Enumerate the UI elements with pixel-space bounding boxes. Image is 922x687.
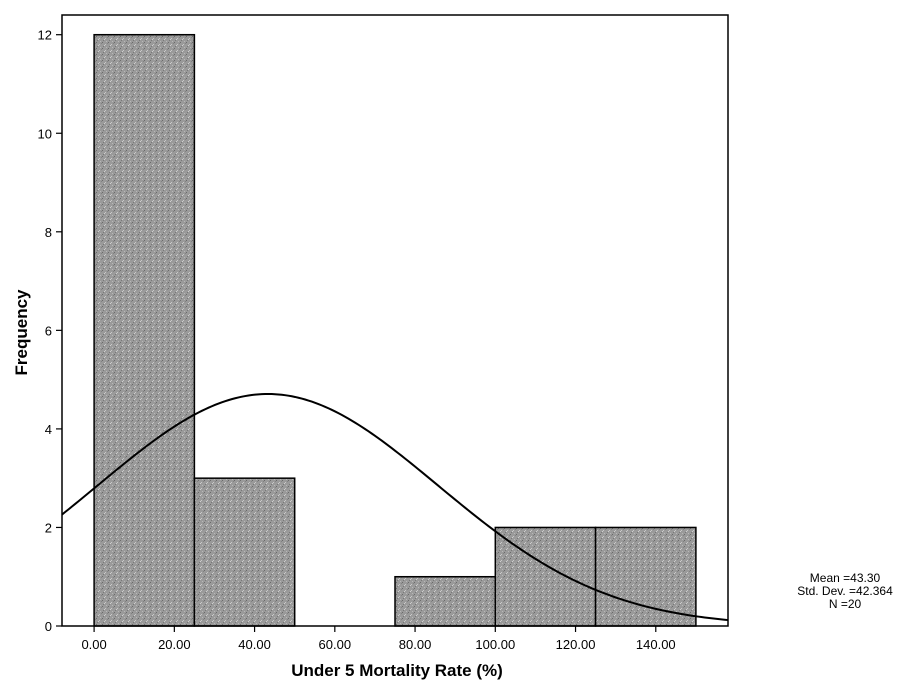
- y-tick-label: 2: [45, 520, 52, 535]
- y-tick-label: 10: [38, 126, 52, 141]
- x-axis: 0.00 20.00 40.00 60.00 80.00 100.00 120.00 140.…: [81, 626, 676, 652]
- histogram-bar: [594, 526, 697, 627]
- x-tick-label: 100.00: [475, 637, 515, 652]
- stats-std-dev: Std. Dev. =42.364: [797, 584, 893, 598]
- stats-n: N =20: [828, 597, 862, 611]
- y-tick-label: 4: [45, 422, 52, 437]
- histogram-bar: [193, 477, 296, 627]
- y-tick-label: 0: [45, 619, 52, 634]
- histogram-bar: [93, 33, 196, 627]
- y-axis: 0 2 4 6 8 10 12: [38, 28, 62, 634]
- x-tick-label: 80.00: [399, 637, 432, 652]
- y-tick-label: 6: [45, 323, 52, 338]
- x-tick-label: 20.00: [158, 637, 191, 652]
- histogram-bar: [394, 575, 497, 627]
- normal-curve: [61, 392, 729, 622]
- stats-mean: Mean =43.30: [809, 571, 881, 585]
- x-tick-label: 120.00: [556, 637, 596, 652]
- x-tick-label: 140.00: [636, 637, 676, 652]
- plot-frame: [61, 14, 729, 627]
- y-axis-title: Frequency: [12, 289, 31, 376]
- x-axis-title: Under 5 Mortality Rate (%): [291, 661, 503, 680]
- y-tick-label: 8: [45, 225, 52, 240]
- x-tick-label: 60.00: [319, 637, 352, 652]
- stats-box: Mean =43.30 Std. Dev. =42.364 N =20: [770, 572, 920, 611]
- x-tick-label: 0.00: [81, 637, 106, 652]
- x-tick-label: 40.00: [238, 637, 271, 652]
- y-tick-label: 12: [38, 28, 52, 43]
- bars-group: [93, 33, 697, 627]
